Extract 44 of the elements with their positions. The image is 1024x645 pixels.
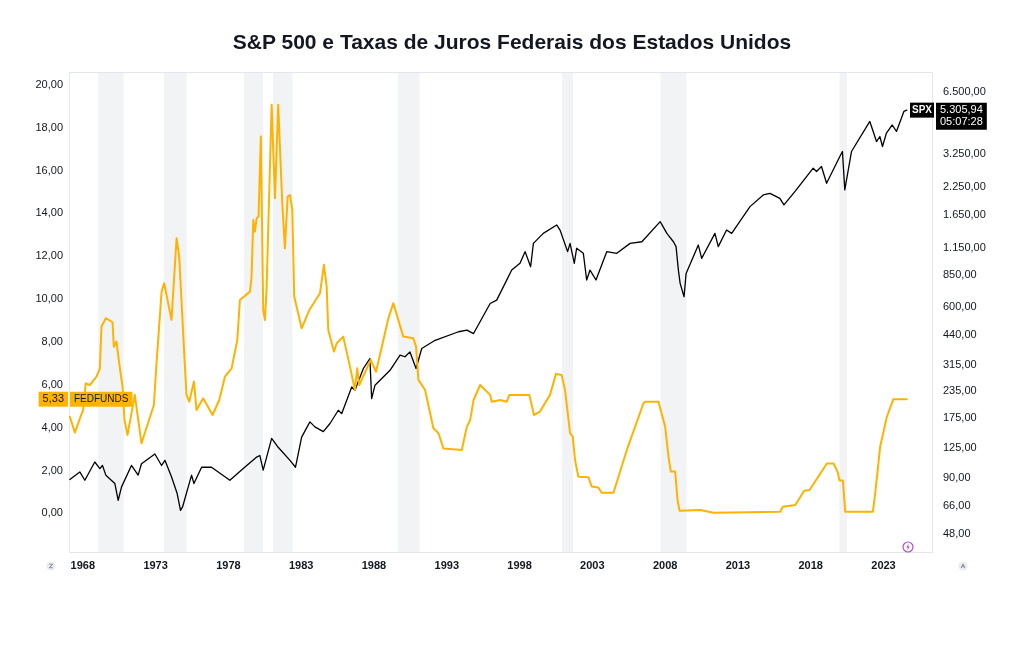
y-tick-label: 6,00 bbox=[41, 377, 63, 390]
x-tick-label: 1978 bbox=[216, 558, 241, 571]
y2-tick-label: 1.150,00 bbox=[943, 241, 986, 253]
y2-tick-label: 235,00 bbox=[943, 384, 977, 397]
series-label: SPX bbox=[911, 103, 933, 115]
y2-tick-label: 48,00 bbox=[943, 527, 971, 540]
y2-tick-label: 315,00 bbox=[943, 357, 977, 370]
chart-title: S&P 500 e Taxas de Juros Federais dos Estados Unidos bbox=[232, 30, 792, 54]
y2-tick-label: 175,00 bbox=[943, 410, 977, 423]
y-tick-label: 12,00 bbox=[35, 249, 63, 262]
y2-tick-label: 6.500,00 bbox=[943, 84, 986, 97]
y2-tick-label: 440,00 bbox=[943, 327, 977, 340]
x-tick-label: 2013 bbox=[725, 558, 751, 571]
legend-label: FEDFUNDS bbox=[74, 392, 129, 404]
y-tick-label: 14,00 bbox=[35, 206, 63, 219]
y-tick-label: 20,00 bbox=[35, 77, 63, 90]
x-tick-label: 2018 bbox=[798, 558, 823, 571]
y-tick-label: 16,00 bbox=[35, 163, 63, 176]
y-tick-label: 0,00 bbox=[41, 506, 63, 519]
y-tick-label: 4,00 bbox=[41, 420, 63, 433]
y2-tick-label: 3.250,00 bbox=[943, 147, 986, 160]
y2-tick-label: 600,00 bbox=[943, 299, 977, 312]
x-tick-label: 1973 bbox=[143, 558, 168, 571]
y-tick-label: 18,00 bbox=[35, 120, 63, 133]
y-tick-label: 10,00 bbox=[35, 292, 63, 305]
text: 5,33 bbox=[42, 392, 65, 405]
y2-tick-label: 2.250,00 bbox=[943, 180, 986, 193]
x-tick-label: 1983 bbox=[288, 558, 314, 571]
text: 5.305,94 bbox=[940, 103, 983, 116]
x-tick-label: 1998 bbox=[507, 558, 532, 571]
y2-tick-label: 66,00 bbox=[943, 498, 971, 511]
x-tick-label: 2008 bbox=[652, 558, 678, 571]
y2-tick-label: 850,00 bbox=[943, 268, 977, 281]
x-tick-label: 1988 bbox=[361, 558, 387, 571]
x-tick-label: 2003 bbox=[580, 558, 605, 571]
x-tick-label: 2023 bbox=[871, 558, 896, 571]
x-tick-label: 1968 bbox=[70, 558, 96, 571]
y-tick-label: 8,00 bbox=[41, 334, 63, 347]
y-tick-label: 2,00 bbox=[41, 463, 63, 476]
text: 05:07:28 bbox=[940, 115, 983, 128]
y2-tick-label: 125,00 bbox=[943, 441, 977, 454]
y2-tick-label: 90,00 bbox=[943, 470, 971, 483]
x-tick-label: 1993 bbox=[434, 558, 460, 571]
y2-tick-label: 1.650,00 bbox=[943, 208, 986, 221]
